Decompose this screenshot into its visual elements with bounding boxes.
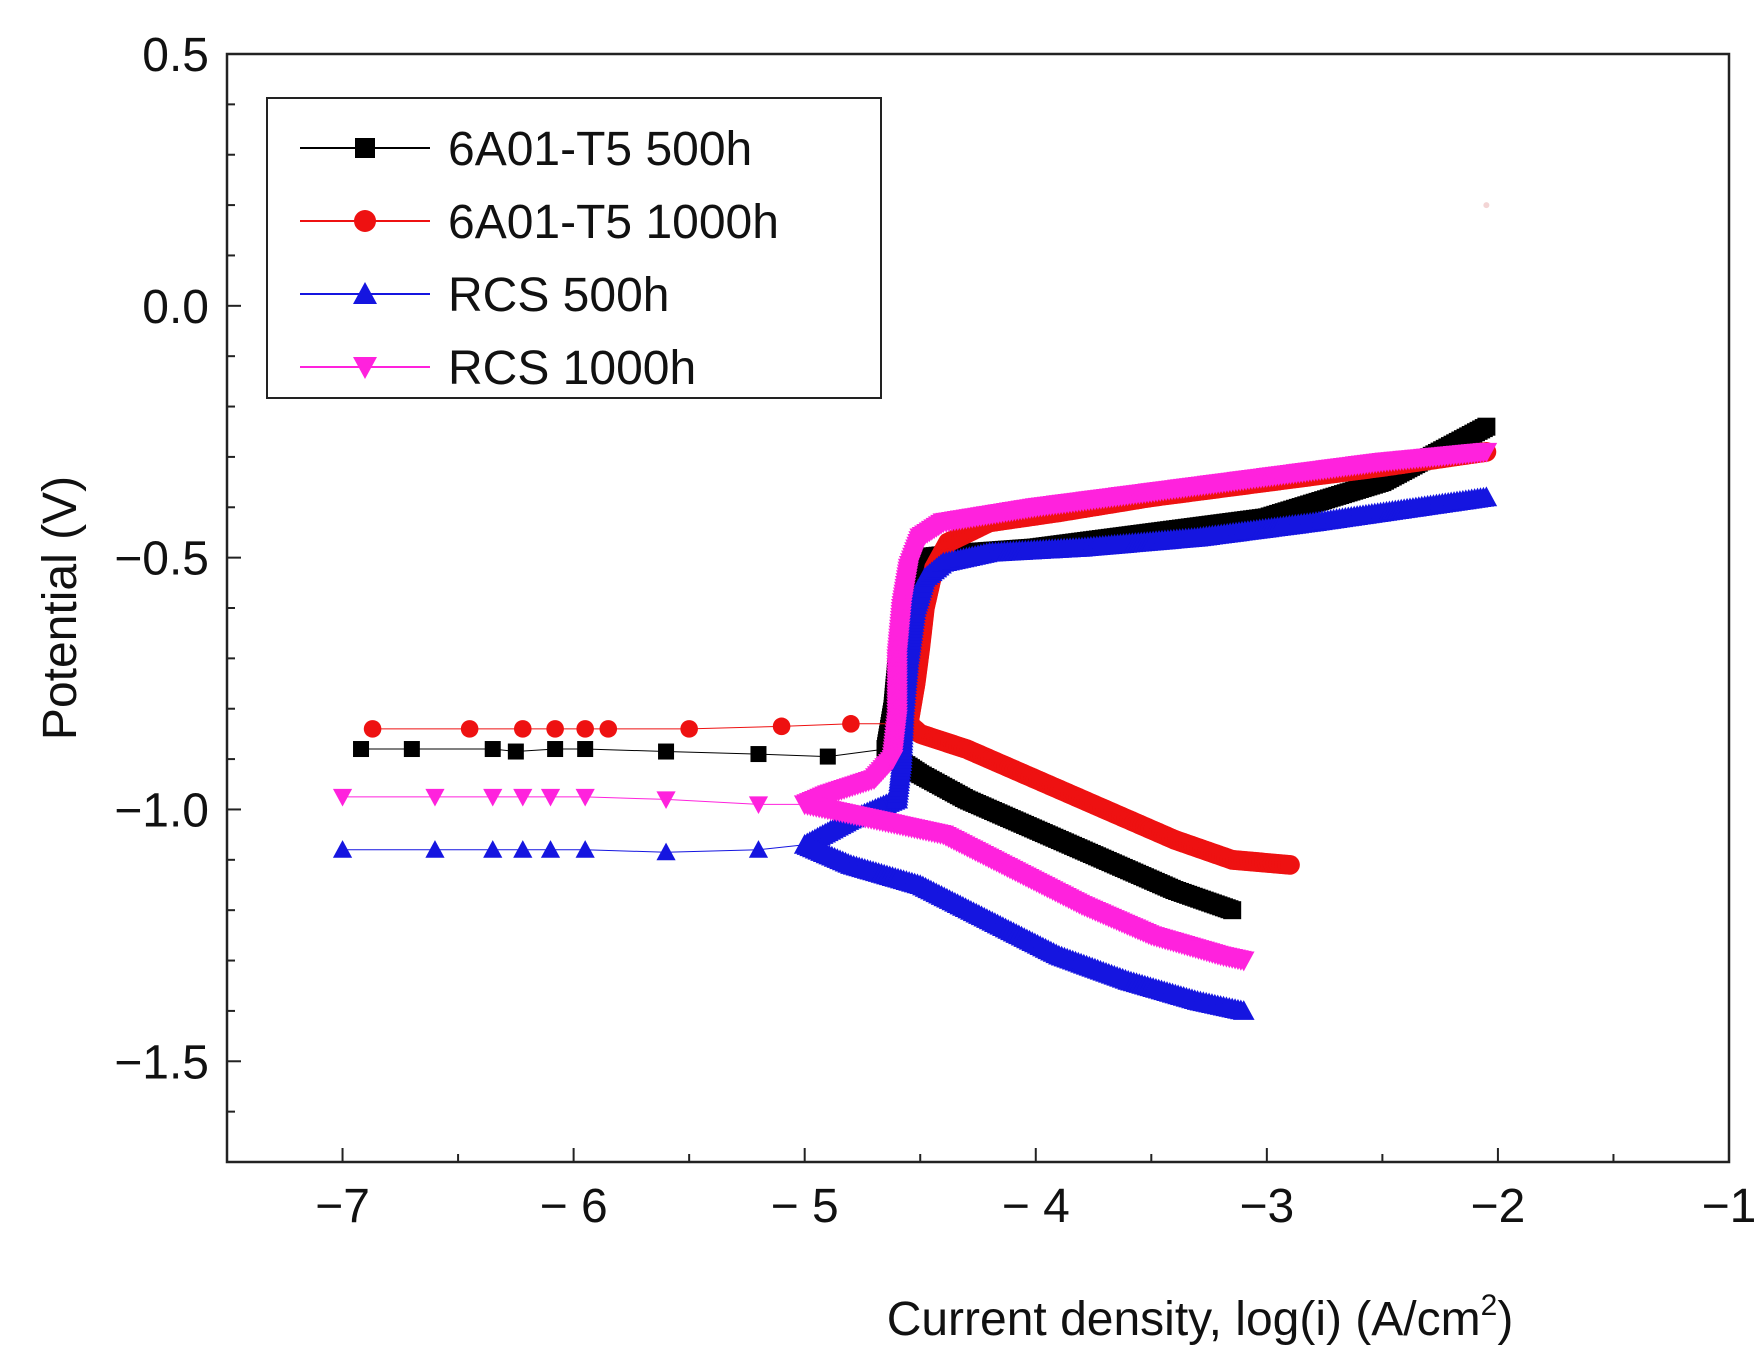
y-axis-label: Potential (V) [34,476,87,740]
series-line-passive_flat [361,748,886,758]
x-tick-label: − 4 [1002,1180,1070,1233]
data-point [332,840,353,858]
data-point [546,720,564,738]
series-3 [332,442,1498,972]
data-point [575,788,595,807]
data-point [1477,417,1496,436]
y-tick-label: 0.0 [142,281,209,334]
data-point [540,788,561,807]
data-point [772,717,791,736]
legend-label: 6A01-T5 1000h [448,196,779,249]
data-point [656,791,676,809]
data-point [1280,854,1300,875]
legend-label: RCS 1000h [448,342,696,395]
data-point [425,840,445,858]
data-point [842,715,860,733]
legend-entry: 6A01-T5 500h [300,123,752,176]
legend-marker [355,138,375,158]
legend-label: RCS 500h [448,269,669,322]
legend: 6A01-T5 500h 6A01-T5 1000h RCS 500h RCS 100… [266,97,882,399]
data-point [540,840,561,858]
data-point [483,840,503,858]
data-point [819,748,836,765]
data-point [1232,1000,1255,1020]
series-layer [332,202,1498,1020]
x-tick-label: −7 [315,1180,370,1233]
data-point [1475,442,1498,463]
x-axis-label-main: Current density, log(i) (A/cm [887,1293,1481,1346]
x-axis-label-close: ) [1497,1293,1513,1346]
axis-layer: −7 − 6 − 5 − 4 −3 −2 −1 0.5 0.0 −0.5 −1.0 −1.5 [114,29,1756,1233]
x-tick-label: − 6 [540,1180,608,1233]
y-tick-label: 0.5 [142,29,209,82]
data-point [599,720,618,738]
y-tick-label: −1.5 [114,1036,209,1089]
data-point [507,743,524,760]
y-tick-label: −0.5 [114,533,209,586]
data-point [547,741,564,758]
data-point [484,741,501,758]
x-tick-label: −3 [1239,1180,1294,1233]
data-point [577,741,594,758]
data-point [353,741,370,758]
stray-mark [1483,202,1490,209]
series-line-passive_flat [372,723,909,730]
legend-marker [354,210,376,232]
data-point [656,842,676,861]
data-point [513,840,533,858]
data-point [332,788,353,807]
data-point [680,720,698,738]
data-point [513,720,532,738]
x-axis-label-superscript: 2 [1481,1289,1498,1322]
data-point [1475,486,1498,507]
x-tick-label: − 5 [771,1180,839,1233]
data-point [1232,951,1255,972]
x-axis-label: Current density, log(i) (A/cm2) [887,1289,1514,1346]
data-point [575,840,595,858]
data-point [576,720,594,738]
data-point [750,746,767,763]
legend-marker [353,357,377,379]
legend-marker [353,282,377,304]
legend-items: 6A01-T5 500h 6A01-T5 1000h RCS 500h RCS 100… [300,123,779,395]
data-point [425,788,445,807]
data-point [403,741,420,758]
data-point [748,840,769,858]
data-point [658,743,675,760]
legend-entry: 6A01-T5 1000h [300,196,779,249]
data-point [513,788,533,807]
legend-label: 6A01-T5 500h [448,123,752,176]
legend-entry: RCS 500h [300,269,669,322]
data-point [363,720,382,738]
y-tick-label: −1.0 [114,784,209,837]
data-point [1223,901,1242,920]
data-point [460,720,479,738]
legend-entry: RCS 1000h [300,342,696,395]
data-point [483,788,503,807]
x-tick-label: −1 [1702,1180,1757,1233]
x-tick-label: −2 [1471,1180,1526,1233]
data-point [748,796,769,815]
